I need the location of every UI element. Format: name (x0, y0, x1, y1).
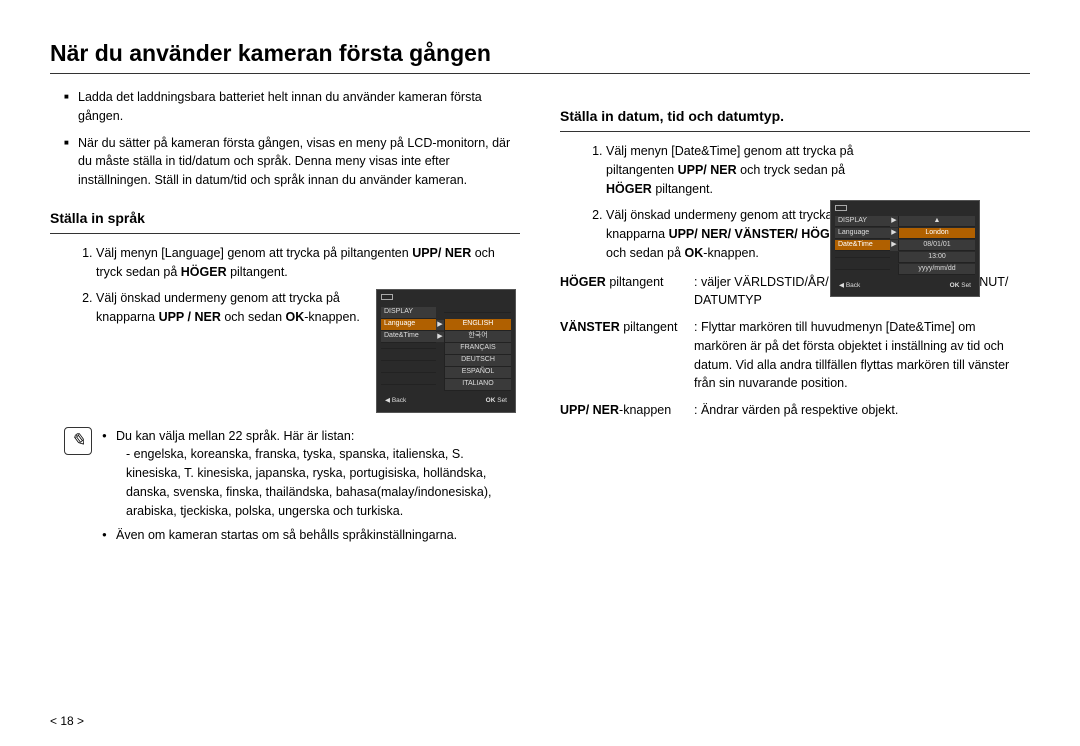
lcd-back: Back (839, 281, 860, 291)
def-key: VÄNSTER piltangent (560, 318, 688, 393)
lcd-up-icon: ▲ (898, 216, 975, 228)
lcd-val: 08/01/01 (898, 240, 975, 252)
intro-bullet-2: När du sätter på kameran första gången, … (64, 134, 520, 190)
t: Välj menyn [Language] genom att trycka p… (96, 246, 412, 260)
lcd-val: London (898, 228, 975, 240)
right-column: Ställa in datum, tid och datumtyp. Välj … (560, 88, 1030, 551)
t: HÖGER (606, 182, 652, 196)
lcd-opt: ESPAÑOL (444, 367, 511, 379)
lang-heading: Ställa in språk (50, 208, 520, 229)
lcd-val: yyyy/mm/dd (898, 264, 975, 276)
t: UPP/ NER (678, 163, 737, 177)
def-key: HÖGER piltangent (560, 273, 688, 311)
lang-step-2: Välj önskad undermeny genom att trycka p… (96, 289, 520, 412)
def-val: Flyttar markören till huvudmenyn [Date&T… (694, 318, 1030, 393)
lcd-back: Back (385, 396, 406, 406)
battery-icon (835, 205, 847, 211)
lcd-opt: FRANÇAIS (444, 343, 511, 355)
lcd-datetime: Date&Time (835, 240, 890, 252)
date-heading: Ställa in datum, tid och datumtyp. (560, 106, 1030, 127)
t: UPP/ NER (412, 246, 471, 260)
t: piltangent. (227, 265, 288, 279)
t: och sedan (221, 310, 286, 324)
t: - engelska, koreanska, franska, tyska, s… (116, 445, 520, 520)
t: HÖGER (181, 265, 227, 279)
lang-step-1: Välj menyn [Language] genom att trycka p… (96, 244, 520, 282)
note-item-2: Även om kameran startas om så behålls sp… (102, 526, 520, 545)
note-item-1: Du kan välja mellan 22 språk. Här är lis… (102, 427, 520, 521)
t: OK (685, 246, 704, 260)
lcd-opt: ITALIANO (444, 379, 511, 391)
intro-bullet-1: Ladda det laddningsbara batteriet helt i… (64, 88, 520, 126)
lang-rule (50, 233, 520, 234)
t: OK (286, 310, 305, 324)
lcd-display: DISPLAY (835, 216, 890, 228)
lcd-datetime: Date&Time (381, 331, 436, 343)
t: piltangent (606, 275, 664, 289)
t: och sedan på (606, 246, 685, 260)
title-rule (50, 73, 1030, 74)
date-lcd-mock: DISPLAY▶▲ Language▶London Date&Time▶08/0… (830, 200, 980, 297)
lcd-opt: ENGLISH (444, 319, 511, 331)
def-val: Ändrar värden på respektive objekt. (694, 401, 1030, 420)
date-step-1: Välj menyn [Date&Time] genom att trycka … (606, 142, 870, 198)
t: och tryck sedan på (737, 163, 845, 177)
lcd-set: Set (961, 282, 971, 289)
t: VÄNSTER (560, 320, 620, 334)
lcd-ok: OK (486, 397, 496, 404)
def-key: UPP/ NER-knappen (560, 401, 688, 420)
lcd-ok: OK (950, 282, 960, 289)
page-number: < 18 > (50, 714, 84, 728)
left-column: Ladda det laddningsbara batteriet helt i… (50, 88, 520, 551)
t: piltangent (620, 320, 678, 334)
t: -knappen (619, 403, 671, 417)
t: -knappen. (304, 310, 360, 324)
lang-lcd-mock: DISPLAY Language▶ENGLISH Date&Time▶한국어 F… (376, 289, 516, 412)
lcd-display: DISPLAY (381, 307, 436, 319)
lcd-language: Language (835, 228, 890, 240)
lcd-language: Language (381, 319, 436, 331)
t: Du kan välja mellan 22 språk. Här är lis… (116, 429, 354, 443)
t: UPP/ NER/ VÄNSTER/ HÖGER (669, 227, 848, 241)
t: HÖGER (560, 275, 606, 289)
lcd-set: Set (497, 397, 507, 404)
battery-icon (381, 294, 393, 300)
t: -knappen. (703, 246, 759, 260)
lcd-opt: 한국어 (444, 331, 511, 343)
t: UPP/ NER (560, 403, 619, 417)
t: UPP / NER (159, 310, 221, 324)
lcd-val: 13:00 (898, 252, 975, 264)
date-rule (560, 131, 1030, 132)
note-icon: ✎ (64, 427, 92, 455)
lcd-opt: DEUTSCH (444, 355, 511, 367)
t: piltangent. (652, 182, 713, 196)
page-title: När du använder kameran första gången (50, 40, 1030, 67)
